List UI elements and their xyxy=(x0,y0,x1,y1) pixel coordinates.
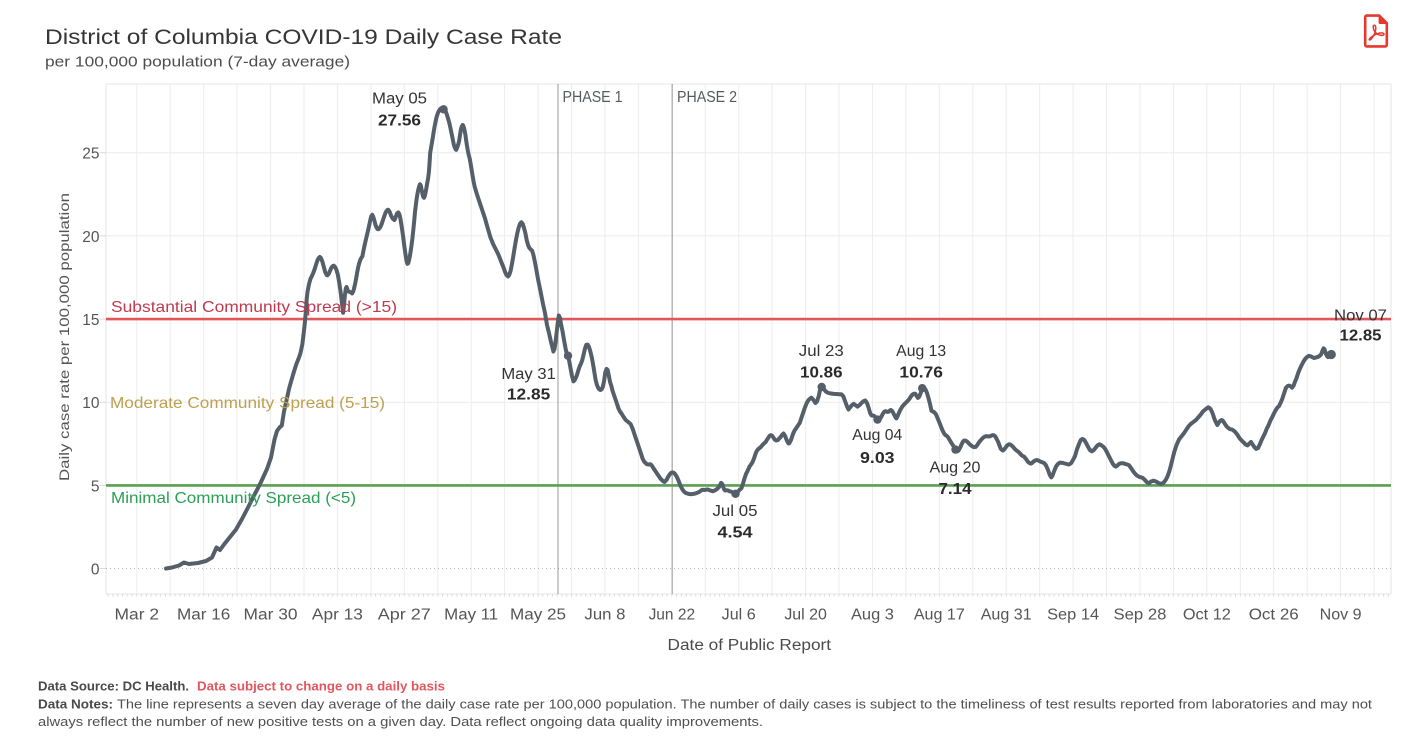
svg-text:Data Notes:: Data Notes: xyxy=(38,697,113,712)
svg-text:Data subject to change on a da: Data subject to change on a daily basis xyxy=(197,679,445,694)
svg-text:Aug 13: Aug 13 xyxy=(896,343,946,360)
svg-text:always reflect the number of n: always reflect the number of new positiv… xyxy=(38,714,763,729)
svg-text:Jul 20: Jul 20 xyxy=(784,607,827,624)
svg-text:District of Columbia COVID-19: District of Columbia COVID-19 Daily Case… xyxy=(45,25,562,49)
svg-text:Substantial Community Spread (: Substantial Community Spread (>15) xyxy=(111,299,397,316)
svg-text:Aug 31: Aug 31 xyxy=(981,607,1032,624)
svg-text:12.85: 12.85 xyxy=(507,387,551,404)
svg-text:Aug 04: Aug 04 xyxy=(852,427,902,444)
svg-text:May 11: May 11 xyxy=(444,607,498,624)
svg-text:The line represents a seven da: The line represents a seven day average … xyxy=(117,697,1372,712)
svg-text:Jul 6: Jul 6 xyxy=(722,607,756,624)
svg-text:Jul 05: Jul 05 xyxy=(713,503,758,520)
svg-text:Nov 9: Nov 9 xyxy=(1320,607,1362,624)
svg-text:4.54: 4.54 xyxy=(718,525,753,542)
svg-text:12.85: 12.85 xyxy=(1340,328,1382,345)
svg-text:May 25: May 25 xyxy=(510,607,566,624)
svg-text:Jul 23: Jul 23 xyxy=(799,343,844,360)
svg-text:0: 0 xyxy=(91,561,100,578)
svg-text:Mar 2: Mar 2 xyxy=(115,607,160,624)
svg-text:May 31: May 31 xyxy=(501,366,556,383)
svg-text:Date of Public Report: Date of Public Report xyxy=(668,637,832,654)
svg-text:10: 10 xyxy=(82,395,100,412)
svg-text:27.56: 27.56 xyxy=(378,113,421,130)
svg-text:Daily case rate per 100,000 po: Daily case rate per 100,000 population xyxy=(56,193,72,481)
svg-text:Jun 22: Jun 22 xyxy=(649,607,696,624)
svg-text:10.86: 10.86 xyxy=(800,365,843,382)
svg-text:20: 20 xyxy=(82,229,100,246)
svg-text:Apr 13: Apr 13 xyxy=(312,607,363,624)
svg-text:Aug 17: Aug 17 xyxy=(914,607,965,624)
svg-text:Aug 20: Aug 20 xyxy=(930,460,981,477)
svg-text:May 05: May 05 xyxy=(372,91,427,108)
svg-text:Aug 3: Aug 3 xyxy=(851,607,894,624)
svg-text:Sep 14: Sep 14 xyxy=(1047,607,1099,624)
svg-text:Jun 8: Jun 8 xyxy=(584,607,625,624)
svg-text:Sep 28: Sep 28 xyxy=(1113,607,1166,624)
svg-text:Data Source: DC Health.: Data Source: DC Health. xyxy=(38,679,189,694)
svg-text:10.76: 10.76 xyxy=(899,365,943,382)
svg-text:per 100,000 population (7-day: per 100,000 population (7-day average) xyxy=(45,55,350,71)
svg-text:Mar 30: Mar 30 xyxy=(244,607,298,624)
svg-text:7.14: 7.14 xyxy=(939,481,972,498)
svg-text:PHASE 1: PHASE 1 xyxy=(563,89,623,106)
svg-text:15: 15 xyxy=(82,312,99,329)
svg-text:Mar 16: Mar 16 xyxy=(177,607,230,624)
svg-text:Apr 27: Apr 27 xyxy=(378,607,431,624)
svg-text:Minimal Community Spread (<5): Minimal Community Spread (<5) xyxy=(111,490,356,507)
svg-text:Oct 26: Oct 26 xyxy=(1249,607,1299,624)
svg-text:Moderate Community Spread (5-1: Moderate Community Spread (5-15) xyxy=(110,395,385,412)
svg-text:PHASE 2: PHASE 2 xyxy=(677,89,737,106)
svg-text:Nov 07: Nov 07 xyxy=(1334,308,1387,325)
svg-text:Oct 12: Oct 12 xyxy=(1183,607,1231,624)
svg-text:5: 5 xyxy=(91,478,100,495)
svg-text:9.03: 9.03 xyxy=(860,450,895,467)
svg-text:25: 25 xyxy=(82,146,99,163)
